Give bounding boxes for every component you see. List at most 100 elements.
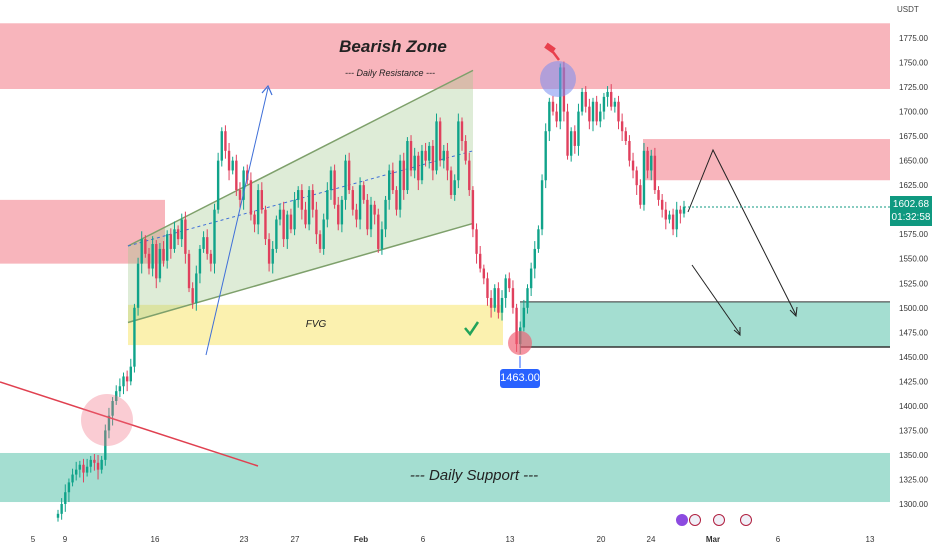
impulse-arrow-line	[205, 87, 269, 356]
candle-body	[104, 430, 107, 460]
candle-body	[511, 288, 515, 308]
candle-body	[395, 190, 398, 210]
projection-path	[687, 148, 797, 316]
candle-body	[482, 268, 486, 279]
candle-body	[544, 131, 547, 181]
channel-lower-line	[127, 222, 474, 324]
candle-body	[162, 248, 165, 261]
candle-body	[144, 239, 147, 254]
candle-body	[67, 482, 71, 493]
price-tick-label: 1400.00	[899, 402, 928, 411]
time-tick-label: Mar	[706, 535, 720, 544]
candle-body	[351, 190, 355, 210]
right-resistance-zone	[643, 139, 890, 181]
candle-body	[227, 150, 231, 171]
candle-body	[209, 253, 213, 264]
candle-body	[591, 101, 595, 122]
currency-label: USDT	[897, 5, 919, 14]
us-flag-event-icon	[740, 514, 752, 526]
candle-body	[373, 204, 376, 215]
candle-body	[129, 366, 132, 382]
us-flag-event-icon	[713, 514, 725, 526]
candle-body	[529, 268, 533, 289]
time-tick-label: Feb	[354, 535, 368, 544]
candle-body	[293, 199, 296, 230]
candle-body	[391, 170, 395, 191]
candle-body	[213, 209, 216, 264]
candle-body	[406, 141, 409, 191]
candle-body	[577, 111, 580, 146]
time-tick-label: 24	[647, 535, 656, 544]
highlight-circle-top	[540, 61, 576, 97]
candle-body	[133, 307, 136, 367]
candle-body	[158, 248, 162, 279]
candle-body	[169, 234, 173, 249]
candle-body	[297, 190, 300, 200]
candle-body	[275, 219, 278, 249]
candle-body	[238, 190, 242, 200]
time-tick-label: 20	[597, 535, 606, 544]
candle-body	[315, 209, 318, 235]
channel-fill	[128, 70, 473, 323]
low-price-tag: 1463.00	[500, 369, 540, 388]
candle-body	[613, 101, 617, 107]
candle-body	[82, 464, 85, 473]
candle-body	[304, 209, 307, 225]
us-flag-event-icon	[689, 514, 701, 526]
candle-body	[78, 464, 82, 470]
candle-body	[428, 145, 431, 161]
candle-body	[74, 469, 78, 475]
price-tick-label: 1700.00	[899, 108, 928, 117]
candle-body	[569, 131, 573, 156]
candle-body	[453, 180, 456, 195]
candle-body	[289, 214, 293, 230]
right-support-zone	[520, 301, 890, 348]
time-tick-label: 5	[31, 535, 36, 544]
candle-body	[588, 106, 591, 122]
candle-body	[191, 288, 194, 303]
time-tick-label: 13	[506, 535, 515, 544]
bearish-zone-label: Bearish Zone	[339, 37, 447, 56]
time-tick-label: 6	[776, 535, 781, 544]
candle-body	[555, 111, 558, 122]
fvg-label: FVG	[306, 319, 327, 330]
time-tick-label: 16	[151, 535, 160, 544]
candle-body	[635, 170, 638, 186]
candle-body	[278, 209, 282, 220]
candle-body	[402, 160, 405, 191]
candle-body	[409, 141, 413, 171]
candle-body	[657, 190, 660, 200]
candle-body	[628, 141, 631, 161]
candle-body	[369, 204, 373, 230]
candle-body	[380, 229, 384, 249]
candle-body	[140, 239, 143, 264]
candle-body	[176, 229, 180, 240]
candle-body	[424, 150, 427, 161]
candle-body	[198, 248, 202, 274]
candle-body	[155, 244, 158, 279]
highlight-circle-left	[81, 394, 133, 446]
candle-body	[580, 91, 584, 112]
candle-body	[206, 237, 209, 254]
highlight-circle-low	[508, 331, 532, 355]
price-tick-label: 1525.00	[899, 279, 928, 288]
candle-body	[115, 391, 118, 401]
candle-body	[540, 180, 544, 230]
candle-body	[435, 121, 438, 171]
event-circle	[740, 514, 752, 526]
candle-body	[599, 111, 602, 122]
candle-body	[60, 504, 63, 514]
candle-body	[329, 170, 333, 191]
candle-body	[347, 160, 351, 191]
candle-body	[173, 229, 176, 249]
candle-body	[136, 263, 140, 308]
candle-body	[195, 273, 198, 303]
candle-body	[282, 209, 285, 240]
candle-body	[235, 160, 238, 191]
price-tick-label: 1375.00	[899, 426, 928, 435]
candle-body	[307, 190, 311, 225]
candle-body	[100, 459, 103, 470]
candle-body	[355, 209, 358, 220]
